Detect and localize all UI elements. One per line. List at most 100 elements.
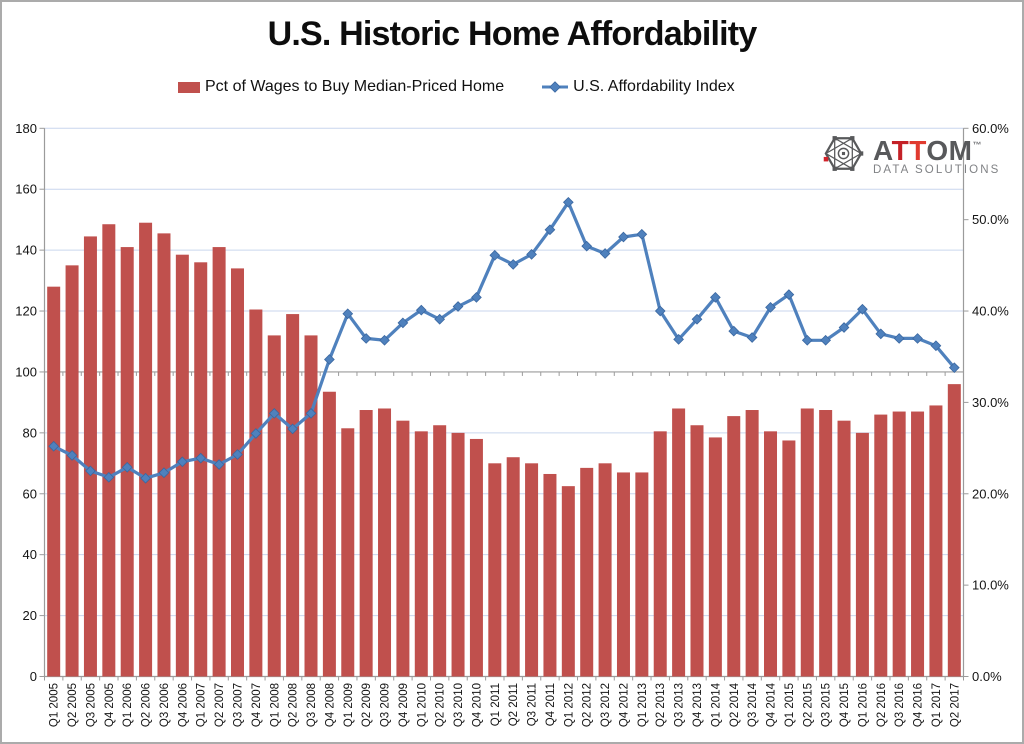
bar bbox=[616, 472, 630, 677]
x-axis-tick-label: Q2 2016 bbox=[876, 683, 888, 727]
x-axis-tick-label: Q4 2010 bbox=[471, 683, 483, 727]
line-marker bbox=[121, 461, 133, 473]
left-axis-tick-label: 40 bbox=[23, 547, 37, 562]
x-axis-tick-label: Q3 2014 bbox=[747, 682, 759, 727]
x-axis-tick-label: Q4 2007 bbox=[251, 683, 263, 727]
bar bbox=[561, 486, 575, 677]
x-axis-tick-label: Q4 2014 bbox=[766, 682, 778, 727]
x-axis-tick-label: Q4 2005 bbox=[104, 683, 116, 727]
bar bbox=[47, 286, 61, 677]
line-marker bbox=[360, 333, 372, 344]
line-marker bbox=[452, 301, 464, 312]
chart-title: U.S. Historic Home Affordability bbox=[267, 15, 758, 53]
bar bbox=[488, 463, 502, 677]
line-marker bbox=[930, 340, 942, 352]
line-series bbox=[48, 196, 960, 484]
bar bbox=[672, 408, 686, 677]
x-axis-tick-label: Q2 2012 bbox=[582, 683, 594, 727]
bar bbox=[727, 416, 741, 677]
right-axis-labels: 60.0% 50.0% 40.0% 30.0% 20.0% 10.0% 0.0% bbox=[963, 121, 1009, 684]
left-axis-tick-label: 160 bbox=[15, 182, 37, 197]
line-marker bbox=[471, 291, 482, 303]
x-axis-tick-label: Q3 2015 bbox=[821, 683, 833, 727]
x-axis-tick-label: Q4 2008 bbox=[324, 683, 336, 727]
bar bbox=[433, 425, 447, 677]
x-axis-tick-label: Q2 2013 bbox=[655, 683, 667, 727]
x-axis-tick-label: Q3 2011 bbox=[527, 683, 539, 726]
bar bbox=[947, 384, 961, 677]
line-marker bbox=[654, 305, 666, 317]
attom-wordmark: ATTOM™ bbox=[873, 134, 982, 166]
x-axis-tick-label: Q2 2006 bbox=[141, 683, 153, 727]
bar bbox=[708, 437, 722, 677]
x-axis-tick-label: Q3 2008 bbox=[306, 683, 318, 727]
x-axis-tick-label: Q1 2005 bbox=[49, 683, 61, 727]
bar bbox=[653, 431, 667, 677]
x-axis-tick-label: Q3 2016 bbox=[894, 683, 906, 727]
x-axis-tick-label: Q4 2016 bbox=[913, 683, 925, 727]
bar bbox=[580, 467, 594, 677]
x-axis-tick-label: Q1 2014 bbox=[710, 682, 722, 727]
left-axis-tick-label: 0 bbox=[30, 669, 37, 684]
bar bbox=[120, 247, 134, 677]
x-axis-tick-label: Q2 2005 bbox=[67, 683, 79, 727]
bar bbox=[249, 309, 263, 677]
right-axis-tick-label: 0.0% bbox=[972, 669, 1002, 684]
legend-item-line-series: U.S. Affordability Index bbox=[542, 78, 735, 96]
x-axis-tick-label: Q2 2007 bbox=[214, 683, 226, 727]
x-axis-tick-label: Q3 2007 bbox=[232, 683, 244, 727]
bar bbox=[764, 431, 778, 677]
x-axis-tick-label: Q3 2005 bbox=[85, 683, 97, 727]
left-axis-tick-label: 80 bbox=[23, 425, 37, 440]
line-diamond-swatch-icon bbox=[542, 80, 569, 94]
line-marker bbox=[397, 317, 409, 329]
line-marker bbox=[544, 224, 556, 236]
line-marker bbox=[140, 472, 151, 484]
line-marker bbox=[875, 328, 887, 340]
right-axis-tick-label: 50.0% bbox=[972, 212, 1009, 227]
line-marker bbox=[820, 334, 832, 346]
bar bbox=[102, 224, 116, 677]
x-axis-tick-label: Q1 2007 bbox=[196, 683, 208, 727]
x-axis-tick-label: Q4 2009 bbox=[398, 683, 410, 727]
line-marker bbox=[213, 459, 225, 470]
line-marker bbox=[710, 291, 721, 303]
left-axis-tick-label: 100 bbox=[15, 364, 37, 379]
bar bbox=[341, 428, 355, 677]
line-marker bbox=[342, 308, 354, 320]
attom-atom-icon bbox=[823, 136, 864, 171]
line-marker bbox=[562, 196, 574, 208]
line-marker bbox=[857, 303, 868, 315]
line-marker bbox=[838, 322, 850, 333]
trademark-symbol: ™ bbox=[972, 139, 982, 150]
line-marker bbox=[581, 240, 593, 252]
line-marker bbox=[489, 249, 501, 261]
bar bbox=[892, 411, 906, 677]
left-axis-tick-label: 140 bbox=[15, 243, 37, 258]
bar bbox=[525, 463, 539, 677]
x-axis-tick-label: Q3 2012 bbox=[600, 683, 612, 727]
bar bbox=[414, 431, 428, 677]
bar bbox=[396, 420, 410, 677]
x-axis-tick-label: Q4 2015 bbox=[839, 683, 851, 727]
line-marker bbox=[728, 325, 740, 337]
line-marker bbox=[85, 465, 96, 477]
logo-red-dot bbox=[823, 156, 829, 162]
line-marker bbox=[765, 302, 776, 313]
x-axis-tick-label: Q1 2016 bbox=[857, 683, 869, 727]
attom-logo: ATTOM™ DATA SOLUTIONS bbox=[821, 131, 1000, 176]
bar bbox=[65, 265, 79, 677]
line-marker bbox=[48, 440, 60, 452]
legend-item-bar-series: Pct of Wages to Buy Median-Priced Home bbox=[178, 78, 504, 96]
legend-label-bar-series: Pct of Wages to Buy Median-Priced Home bbox=[205, 78, 505, 95]
line-marker bbox=[618, 231, 629, 243]
bar bbox=[690, 425, 704, 677]
right-axis-tick-label: 30.0% bbox=[972, 395, 1009, 410]
attom-subtitle: DATA SOLUTIONS bbox=[873, 163, 1001, 176]
left-axis-labels: 180 160 140 120 100 80 60 40 20 0 bbox=[15, 121, 45, 684]
line-marker bbox=[379, 334, 390, 346]
bar bbox=[359, 410, 373, 677]
left-axis-tick-label: 60 bbox=[23, 486, 37, 501]
line-marker bbox=[801, 334, 813, 346]
